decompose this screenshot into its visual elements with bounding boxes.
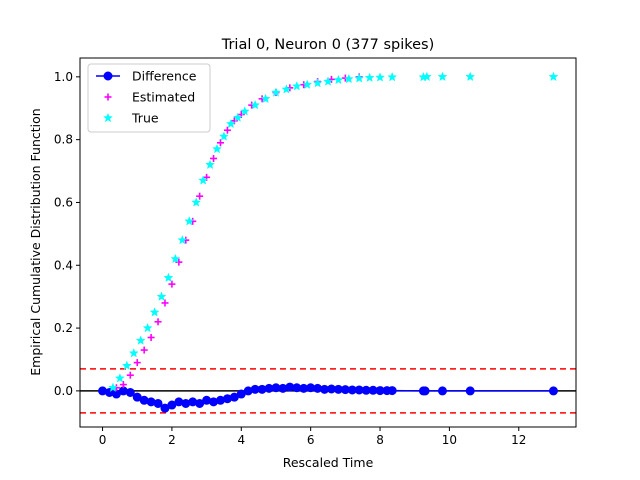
- x-axis-label: Rescaled Time: [283, 455, 374, 470]
- y-tick-label: 0.0: [54, 384, 73, 398]
- true-point: [163, 272, 174, 283]
- true-point: [354, 73, 365, 83]
- true-point: [323, 76, 333, 86]
- true-point: [421, 71, 432, 82]
- true-point: [312, 77, 323, 88]
- true-point: [232, 112, 243, 122]
- true-point: [437, 71, 448, 82]
- true-point: [375, 72, 385, 82]
- y-tick-label: 0.8: [54, 133, 73, 147]
- estimated-point: [119, 381, 127, 389]
- difference-point: [387, 386, 397, 396]
- true-point: [205, 159, 216, 169]
- true-point: [364, 72, 375, 83]
- estimated-point: [216, 139, 224, 147]
- legend-box: [87, 63, 211, 133]
- true-point: [170, 253, 181, 264]
- legend-label-true: True: [131, 111, 159, 126]
- true-point: [333, 74, 344, 85]
- true-point: [191, 197, 202, 207]
- difference-point: [420, 386, 430, 396]
- true-point: [198, 175, 209, 185]
- estimated-point: [147, 333, 155, 341]
- legend-marker-difference: [103, 71, 113, 81]
- true-point: [239, 106, 250, 116]
- true-point: [387, 71, 398, 82]
- legend-marker-true: [103, 112, 113, 123]
- difference-point: [465, 386, 475, 396]
- estimated-point: [161, 299, 169, 307]
- plot-content: [80, 71, 576, 414]
- legend-marker-estimated: [104, 93, 112, 101]
- true-point: [225, 118, 236, 129]
- plot-area: 0 2 4 6 8 10 12 0.0 0.2 0.4 0.6 0.8 1.0: [54, 57, 577, 447]
- true-point: [465, 71, 476, 82]
- true-point: [184, 216, 195, 226]
- series-difference: [98, 382, 558, 413]
- difference-point: [125, 387, 135, 397]
- estimated-point: [154, 318, 162, 326]
- estimated-point: [126, 371, 134, 379]
- true-point: [177, 234, 188, 245]
- true-point: [291, 81, 302, 91]
- difference-point: [153, 398, 163, 408]
- series-true: [107, 71, 559, 392]
- true-point: [343, 73, 354, 84]
- x-tick-label: 0: [99, 433, 107, 447]
- true-point: [128, 347, 139, 358]
- y-axis-label: Empirical Cumulative Distribution Functi…: [28, 108, 43, 375]
- x-tick-label: 12: [511, 433, 526, 447]
- y-tick-label: 1.0: [54, 70, 73, 84]
- legend: Difference Estimated True: [87, 63, 211, 133]
- true-point: [250, 99, 261, 110]
- estimated-point: [133, 359, 141, 367]
- x-tick-label: 10: [442, 433, 457, 447]
- x-tick-label: 2: [168, 433, 176, 447]
- y-tick-label: 0.2: [54, 321, 73, 335]
- axes-frame: [79, 57, 577, 428]
- difference-point: [437, 386, 447, 396]
- difference-point: [548, 386, 558, 396]
- true-point: [121, 360, 132, 370]
- true-point: [218, 131, 229, 141]
- true-point: [548, 71, 559, 82]
- true-point: [271, 87, 281, 97]
- true-point: [107, 382, 118, 392]
- true-point: [156, 291, 167, 301]
- true-point: [302, 79, 313, 89]
- chart-title: Trial 0, Neuron 0 (377 spikes): [221, 37, 435, 53]
- true-point: [142, 322, 153, 333]
- legend-label-difference: Difference: [132, 69, 197, 84]
- legend-label-estimated: Estimated: [132, 90, 195, 105]
- y-tick-label: 0.4: [54, 258, 73, 272]
- true-point: [260, 93, 271, 104]
- x-tick-label: 8: [376, 433, 384, 447]
- estimated-point: [210, 154, 218, 162]
- true-point: [212, 143, 222, 154]
- true-point: [135, 335, 146, 345]
- true-point: [149, 307, 160, 317]
- estimated-point: [223, 126, 231, 134]
- x-tick-label: 6: [307, 433, 315, 447]
- x-tick-label: 4: [237, 433, 245, 447]
- estimated-point: [175, 258, 183, 266]
- estimated-point: [168, 280, 176, 288]
- true-point: [114, 373, 125, 383]
- estimated-point: [140, 346, 148, 354]
- estimated-point: [196, 192, 204, 200]
- true-point: [281, 84, 292, 94]
- y-tick-label: 0.6: [54, 195, 73, 209]
